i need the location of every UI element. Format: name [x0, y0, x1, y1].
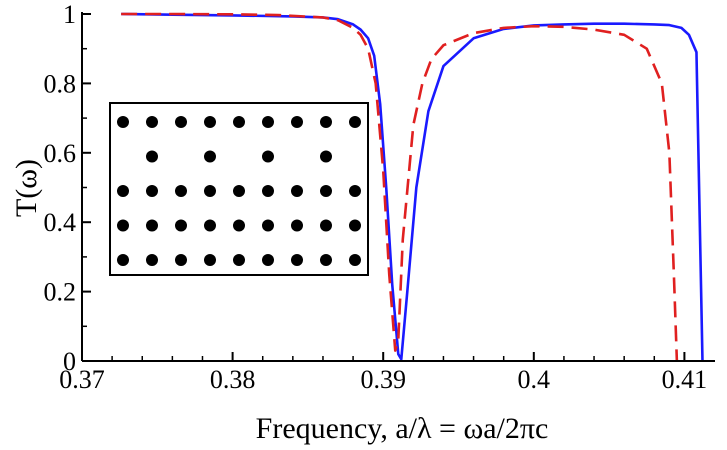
- lattice-rod: [349, 116, 361, 128]
- lattice-rod: [262, 219, 274, 232]
- lattice-rod: [291, 254, 303, 266]
- lattice-rod: [291, 116, 303, 128]
- x-tick-label: 0.39: [360, 365, 406, 394]
- lattice-rod: [291, 185, 303, 197]
- lattice-rod: [117, 185, 129, 197]
- lattice-rod: [262, 185, 274, 197]
- lattice-rod: [233, 219, 245, 232]
- lattice-rod: [175, 254, 187, 266]
- lattice-rod: [175, 116, 187, 128]
- lattice-rod: [204, 150, 216, 163]
- lattice-rod: [146, 116, 158, 128]
- y-tick-label: 0.4: [44, 208, 77, 237]
- lattice-rod: [146, 254, 158, 266]
- lattice-rod: [204, 185, 216, 197]
- y-tick-label: 0.8: [44, 69, 77, 98]
- series-layer: [121, 12, 704, 362]
- lattice-rod: [291, 219, 303, 232]
- series-line-2: [121, 12, 679, 362]
- x-tick-label: 0.38: [210, 365, 256, 394]
- lattice-rod: [320, 185, 332, 197]
- lattice-rod: [233, 254, 245, 266]
- lattice-rod: [146, 185, 158, 197]
- lattice-rod: [262, 150, 274, 163]
- y-tick-label: 0.6: [44, 139, 77, 168]
- lattice-rod: [320, 254, 332, 266]
- lattice-rod: [117, 116, 129, 128]
- y-tick-label: 1: [63, 0, 76, 29]
- lattice-rod: [233, 185, 245, 197]
- inset-lattice: [109, 102, 369, 276]
- y-axis-title: T(ω): [10, 159, 43, 217]
- lattice-rod: [117, 254, 129, 266]
- lattice-rod: [146, 219, 158, 232]
- lattice-rod: [146, 150, 158, 163]
- lattice-rod: [204, 116, 216, 128]
- lattice-rod: [320, 116, 332, 128]
- lattice-rod: [233, 116, 245, 128]
- x-tick-label: 0.37: [59, 365, 105, 394]
- lattice-rod: [349, 254, 361, 266]
- axes: 0 0.2 0.4 0.6 0.8 1 0.37 0.38 0.39 0.4 0.41: [44, 0, 715, 394]
- lattice-rod: [204, 219, 216, 232]
- y-tick-label: 0.2: [44, 278, 77, 307]
- lattice-rod: [175, 185, 187, 197]
- x-axis-title: Frequency, a/λ = ωa/2πc: [256, 412, 549, 445]
- x-tick-label: 0.41: [662, 365, 708, 394]
- lattice-rod: [117, 219, 129, 232]
- lattice-rod: [204, 254, 216, 266]
- lattice-rod: [262, 116, 274, 128]
- lattice-rod: [320, 219, 332, 232]
- y-tick-label: 0: [63, 347, 76, 376]
- lattice-rod: [349, 219, 361, 232]
- lattice-rod: [262, 254, 274, 266]
- lattice-rod: [320, 150, 332, 163]
- x-tick-label: 0.4: [518, 365, 551, 394]
- lattice-rod: [349, 185, 361, 197]
- lattice-rod: [175, 219, 187, 232]
